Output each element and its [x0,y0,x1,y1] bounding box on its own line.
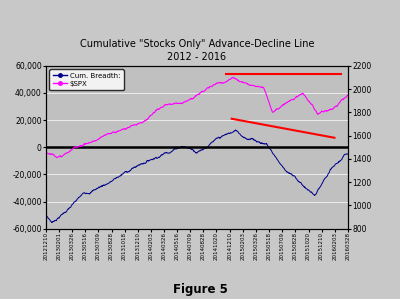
Title: Cumulative "Stocks Only" Advance-Decline Line
2012 - 2016: Cumulative "Stocks Only" Advance-Decline… [80,39,314,62]
Legend: Cum. Breadth:, $SPX: Cum. Breadth:, $SPX [50,69,124,90]
Text: Figure 5: Figure 5 [172,283,228,296]
